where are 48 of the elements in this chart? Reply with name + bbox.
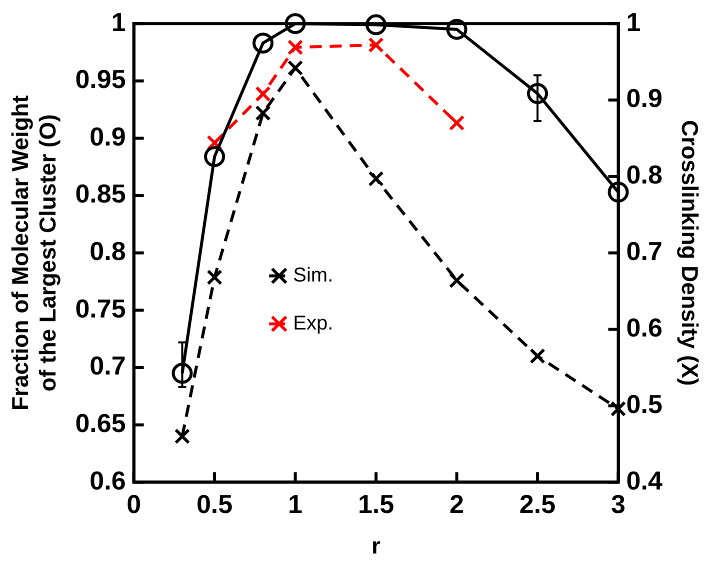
x-tick-label: 0.5: [196, 488, 233, 519]
point: [368, 37, 384, 53]
point: [206, 269, 222, 286]
point: [287, 39, 304, 56]
point: [204, 146, 226, 168]
legend-label: Exp.: [293, 312, 334, 334]
y2-axis-title: Crosslinking Density (X): [676, 120, 703, 386]
x-tick-label: 2: [450, 488, 464, 519]
point: [368, 170, 384, 187]
y-tick-label: 0.75: [75, 293, 126, 324]
point: [527, 83, 548, 104]
point: [610, 400, 626, 417]
point: [530, 348, 546, 364]
point: [446, 18, 468, 40]
y-tick-label: 0.85: [75, 178, 126, 209]
x-tick-label: 1: [288, 488, 303, 519]
y-tick-label: 1: [111, 6, 126, 37]
point: [448, 115, 465, 131]
point: [172, 362, 193, 384]
y2-tick-label: 0.8: [626, 160, 662, 190]
x-tick-label: 3: [611, 488, 626, 519]
legend-label: Sim.: [293, 264, 334, 286]
y-tick-label: 0.8: [90, 236, 126, 266]
y-tick-label: 0.6: [90, 465, 126, 496]
y2-tick-label: 0.9: [626, 83, 662, 114]
point: [287, 60, 304, 76]
point: [252, 32, 274, 54]
point: [284, 13, 306, 34]
y-tick-label: 0.9: [90, 121, 126, 152]
x-axis-title: r: [372, 532, 381, 559]
x-tick-label: 0: [126, 488, 142, 519]
y-tick-label: 0.7: [90, 350, 126, 381]
point: [255, 105, 271, 121]
x-tick-label: 1.5: [358, 488, 394, 519]
y-tick-label: 0.95: [75, 64, 126, 94]
y2-tick-label: 1: [626, 6, 641, 37]
y-axis-title: Fraction of Molecular Weight of the Largest Cluster (O): [7, 94, 61, 411]
point: [174, 428, 190, 444]
y2-tick-label: 0.4: [626, 465, 663, 496]
y-tick-label: 0.65: [75, 408, 126, 438]
point: [448, 272, 465, 288]
point: [255, 86, 271, 102]
x-tick-label: 2.5: [519, 488, 556, 519]
point: [366, 14, 387, 36]
point: [608, 182, 629, 203]
y2-tick-label: 0.7: [626, 236, 662, 266]
y2-tick-label: 0.6: [626, 312, 662, 343]
y2-tick-label: 0.5: [626, 388, 662, 419]
